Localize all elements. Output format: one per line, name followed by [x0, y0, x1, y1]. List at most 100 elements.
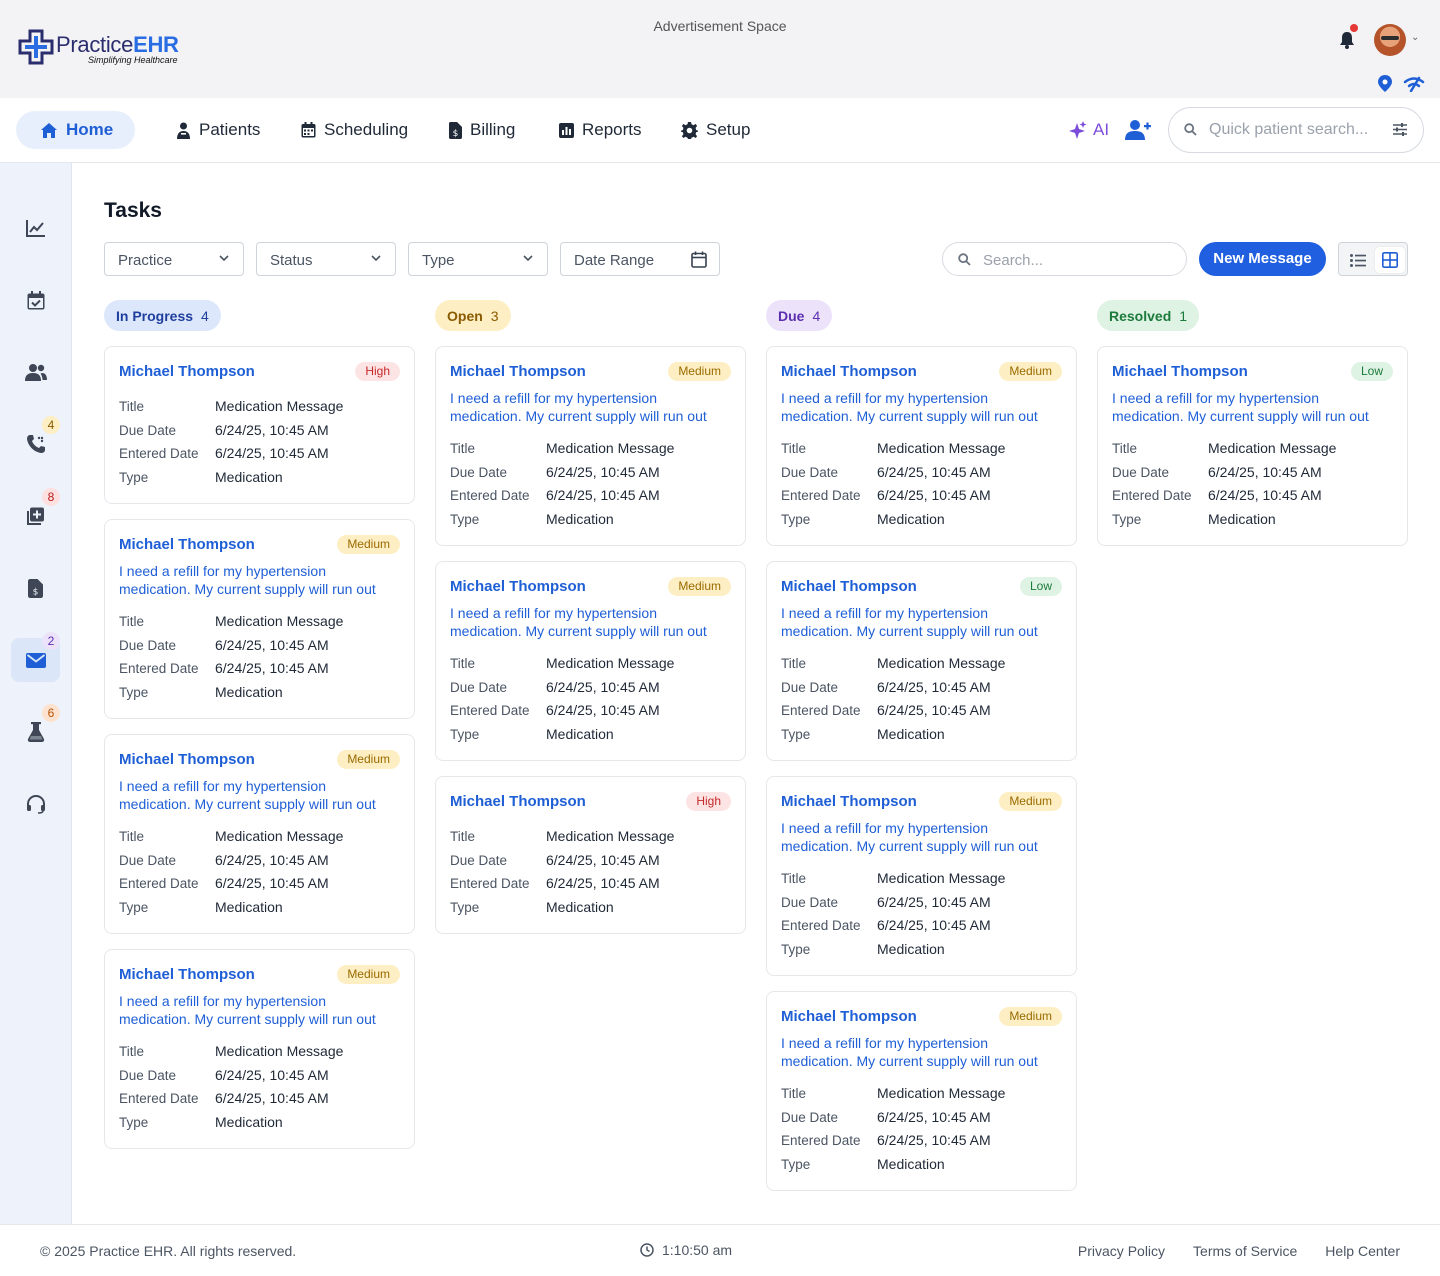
field-label: Title — [781, 656, 807, 671]
task-card[interactable]: Michael Thompson Medium I need a refill fo… — [104, 519, 415, 719]
patient-name-link[interactable]: Michael Thompson — [119, 966, 255, 983]
flask-icon — [27, 722, 44, 742]
sidebar-item-billing[interactable]: $ — [11, 566, 60, 610]
field-value: Medication — [877, 725, 945, 742]
location-pin-icon[interactable] — [1378, 75, 1392, 92]
patient-name-link[interactable]: Michael Thompson — [781, 793, 917, 810]
field-value: 6/24/25, 10:45 AM — [215, 875, 329, 891]
task-card[interactable]: Michael Thompson Medium I need a refill fo… — [104, 734, 415, 934]
nav-scheduling[interactable]: Scheduling — [301, 111, 408, 149]
task-card[interactable]: Michael Thompson Low I need a refill for m… — [766, 561, 1077, 761]
nav-patients[interactable]: Patients — [176, 111, 260, 149]
help-center-link[interactable]: Help Center — [1325, 1243, 1400, 1259]
message-preview[interactable]: I need a refill for my hypertension medi… — [119, 993, 376, 1027]
patient-name-link[interactable]: Michael Thompson — [450, 363, 586, 380]
field-value: 6/24/25, 10:45 AM — [877, 463, 991, 480]
patient-name-link[interactable]: Michael Thompson — [119, 536, 255, 553]
task-card[interactable]: Michael Thompson Medium I need a refill fo… — [104, 949, 415, 1149]
nav-billing[interactable]: $ Billing — [449, 111, 515, 149]
priority-badge: High — [686, 792, 731, 811]
field-value: Medication Message — [877, 1085, 1006, 1101]
message-preview[interactable]: I need a refill for my hypertension medi… — [781, 1035, 1038, 1069]
privacy-policy-link[interactable]: Privacy Policy — [1077, 1243, 1166, 1259]
filter-sliders-icon[interactable] — [1393, 123, 1407, 136]
task-card[interactable]: Michael Thompson Low I need a refill for m… — [1097, 346, 1408, 546]
sidebar-item-orders[interactable]: 8 — [11, 488, 60, 538]
nav-home[interactable]: Home — [16, 111, 135, 149]
patient-name-link[interactable]: Michael Thompson — [781, 363, 917, 380]
terms-of-service-link[interactable]: Terms of Service — [1193, 1243, 1298, 1259]
type-filter[interactable]: Type — [408, 242, 548, 276]
priority-badge: Low — [1019, 577, 1062, 596]
field-label: Entered Date — [450, 876, 530, 891]
field-row-entered: Entered Date 6/24/25, 10:45 AM — [781, 1129, 1062, 1153]
task-card[interactable]: Michael Thompson Medium I need a refill fo… — [435, 561, 746, 761]
wifi-signal-icon[interactable] — [1403, 76, 1425, 92]
bell-icon[interactable] — [1338, 30, 1356, 50]
quick-patient-search[interactable]: Quick patient search... — [1168, 107, 1424, 153]
task-search-input[interactable]: Search... — [942, 242, 1187, 276]
logo[interactable]: PracticeEHR Simplifying Healthcare — [18, 29, 179, 65]
patient-name-link[interactable]: Michael Thompson — [119, 751, 255, 768]
search-icon — [958, 253, 971, 266]
field-label: Type — [781, 941, 811, 957]
field-row-due: Due Date 6/24/25, 10:45 AM — [781, 461, 1062, 485]
chevron-down-icon[interactable]: ⌄ — [1411, 32, 1420, 43]
avatar[interactable] — [1374, 24, 1406, 56]
patient-name-link[interactable]: Michael Thompson — [1112, 363, 1248, 380]
field-label: Title — [781, 1086, 807, 1101]
sidebar-item-calendar[interactable] — [11, 278, 60, 322]
task-card[interactable]: Michael Thompson Medium I need a refill fo… — [766, 776, 1077, 976]
field-value: Medication Message — [877, 655, 1006, 671]
task-card[interactable]: Michael Thompson High Title Medication Mess… — [104, 346, 415, 504]
practice-filter[interactable]: Practice — [104, 242, 244, 276]
quick-search-placeholder: Quick patient search... — [1209, 121, 1369, 138]
task-card[interactable]: Michael Thompson High Title Medication Mess… — [435, 776, 746, 934]
nav-setup[interactable]: Setup — [681, 111, 750, 149]
sidebar-item-support[interactable] — [11, 782, 60, 826]
message-preview[interactable]: I need a refill for my hypertension medi… — [781, 390, 1038, 424]
message-preview[interactable]: I need a refill for my hypertension medi… — [119, 563, 376, 597]
task-card[interactable]: Michael Thompson Medium I need a refill fo… — [435, 346, 746, 546]
sidebar-item-calls[interactable]: 4 — [11, 416, 60, 466]
column-count: 3 — [490, 307, 499, 324]
field-value: Medication Message — [215, 613, 344, 629]
status-filter[interactable]: Status — [256, 242, 396, 276]
field-value: 6/24/25, 10:45 AM — [877, 678, 991, 695]
list-view-button[interactable] — [1347, 249, 1369, 271]
lab-badge: 6 — [42, 704, 60, 722]
sidebar-item-analytics[interactable] — [11, 206, 60, 250]
field-row-type: Type Medication — [119, 681, 400, 705]
patient-name-link[interactable]: Michael Thompson — [781, 578, 917, 595]
sidebar-item-patients[interactable] — [11, 350, 60, 394]
headset-icon — [26, 794, 45, 814]
field-row-title: Title Medication Message — [450, 825, 731, 849]
reports-icon — [559, 122, 574, 138]
message-preview[interactable]: I need a refill for my hypertension medi… — [119, 778, 376, 812]
field-value: Medication Message — [1208, 440, 1337, 456]
patient-name-link[interactable]: Michael Thompson — [450, 578, 586, 595]
sidebar-item-lab[interactable]: 6 — [11, 704, 60, 754]
date-range-filter[interactable]: Date Range — [560, 242, 720, 276]
field-label: Due Date — [450, 679, 508, 695]
field-value: 6/24/25, 10:45 AM — [215, 1090, 329, 1106]
new-message-button[interactable]: New Message — [1199, 242, 1326, 276]
patient-name-link[interactable]: Michael Thompson — [450, 793, 586, 810]
message-preview[interactable]: I need a refill for my hypertension medi… — [450, 605, 707, 639]
message-preview[interactable]: I need a refill for my hypertension medi… — [450, 390, 707, 424]
field-value: 6/24/25, 10:45 AM — [546, 875, 660, 891]
task-card[interactable]: Michael Thompson Medium I need a refill fo… — [766, 991, 1077, 1191]
message-preview[interactable]: I need a refill for my hypertension medi… — [1112, 390, 1369, 424]
field-row-title: Title Medication Message — [119, 395, 400, 419]
nav-reports[interactable]: Reports — [559, 111, 642, 149]
sidebar-item-messages[interactable]: 2 — [11, 632, 60, 682]
message-preview[interactable]: I need a refill for my hypertension medi… — [781, 605, 1038, 639]
task-card[interactable]: Michael Thompson Medium I need a refill fo… — [766, 346, 1077, 546]
ai-button[interactable]: AI — [1068, 120, 1109, 140]
message-preview[interactable]: I need a refill for my hypertension medi… — [781, 820, 1038, 854]
patient-name-link[interactable]: Michael Thompson — [781, 1008, 917, 1025]
add-user-icon[interactable] — [1125, 119, 1151, 141]
grid-view-button[interactable] — [1375, 247, 1405, 273]
patient-name-link[interactable]: Michael Thompson — [119, 363, 255, 380]
field-value: 6/24/25, 10:45 AM — [215, 421, 329, 438]
